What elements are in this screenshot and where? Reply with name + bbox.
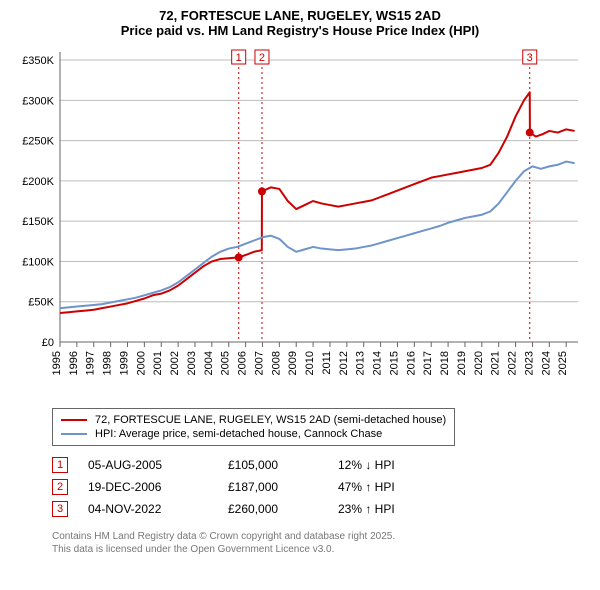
svg-text:2015: 2015 xyxy=(388,351,400,375)
svg-text:2022: 2022 xyxy=(507,351,519,375)
svg-text:£0: £0 xyxy=(42,337,54,349)
svg-text:1995: 1995 xyxy=(51,351,63,375)
event-number: 3 xyxy=(52,501,68,517)
svg-text:2002: 2002 xyxy=(169,351,181,375)
legend-swatch xyxy=(61,419,87,421)
legend-label: HPI: Average price, semi-detached house,… xyxy=(95,428,382,440)
svg-text:2018: 2018 xyxy=(439,351,451,375)
svg-text:2003: 2003 xyxy=(186,351,198,375)
event-row: 3 04-NOV-2022£260,00023% ↑ HPI xyxy=(52,498,588,520)
svg-text:2019: 2019 xyxy=(456,351,468,375)
legend-item: 72, FORTESCUE LANE, RUGELEY, WS15 2AD (s… xyxy=(61,413,446,427)
event-price: £187,000 xyxy=(228,480,338,494)
legend-label: 72, FORTESCUE LANE, RUGELEY, WS15 2AD (s… xyxy=(95,414,446,426)
svg-text:2020: 2020 xyxy=(473,351,485,375)
svg-text:2000: 2000 xyxy=(135,351,147,375)
title-line1: 72, FORTESCUE LANE, RUGELEY, WS15 2AD xyxy=(12,8,588,23)
svg-text:1: 1 xyxy=(236,52,242,64)
svg-text:£150K: £150K xyxy=(22,216,54,228)
svg-text:2005: 2005 xyxy=(220,351,232,375)
event-delta: 23% ↑ HPI xyxy=(338,502,395,516)
footer: Contains HM Land Registry data © Crown c… xyxy=(52,530,588,556)
chart: £0 £50K £100K £150K £200K £250K £300K £350K 1995… xyxy=(12,42,588,402)
svg-text:3: 3 xyxy=(527,52,533,64)
event-price: £260,000 xyxy=(228,502,338,516)
page: 72, FORTESCUE LANE, RUGELEY, WS15 2AD Pr… xyxy=(0,0,600,590)
svg-text:2021: 2021 xyxy=(490,351,502,375)
event-number: 2 xyxy=(52,479,68,495)
event-delta: 12% ↓ HPI xyxy=(338,458,395,472)
legend: 72, FORTESCUE LANE, RUGELEY, WS15 2AD (s… xyxy=(52,408,455,446)
event-row: 1 05-AUG-2005£105,00012% ↓ HPI xyxy=(52,454,588,476)
event-number: 1 xyxy=(52,457,68,473)
svg-text:2010: 2010 xyxy=(304,351,316,375)
svg-text:£300K: £300K xyxy=(22,95,54,107)
svg-text:2: 2 xyxy=(259,52,265,64)
svg-text:2012: 2012 xyxy=(338,351,350,375)
footer-line2: This data is licensed under the Open Gov… xyxy=(52,543,588,556)
event-price: £105,000 xyxy=(228,458,338,472)
svg-text:1999: 1999 xyxy=(118,351,130,375)
svg-text:£200K: £200K xyxy=(22,176,54,188)
svg-text:2008: 2008 xyxy=(270,351,282,375)
svg-text:£50K: £50K xyxy=(28,297,54,309)
events-table: 1 05-AUG-2005£105,00012% ↓ HPI 2 19-DEC-200… xyxy=(52,454,588,520)
svg-text:2001: 2001 xyxy=(152,351,164,375)
event-delta: 47% ↑ HPI xyxy=(338,480,395,494)
svg-text:2004: 2004 xyxy=(203,351,215,375)
svg-text:2025: 2025 xyxy=(557,351,569,375)
legend-swatch xyxy=(61,433,87,435)
svg-text:£350K: £350K xyxy=(22,55,54,67)
chart-svg: £0 £50K £100K £150K £200K £250K £300K £350K 1995… xyxy=(12,42,588,402)
svg-text:2007: 2007 xyxy=(253,351,265,375)
svg-text:1996: 1996 xyxy=(68,351,80,375)
svg-text:2023: 2023 xyxy=(523,351,535,375)
svg-text:£100K: £100K xyxy=(22,256,54,268)
event-date: 05-AUG-2005 xyxy=(88,458,228,472)
footer-line1: Contains HM Land Registry data © Crown c… xyxy=(52,530,588,543)
svg-text:1997: 1997 xyxy=(85,351,97,375)
title-line2: Price paid vs. HM Land Registry's House … xyxy=(12,23,588,38)
svg-text:2006: 2006 xyxy=(237,351,249,375)
svg-text:2011: 2011 xyxy=(321,351,333,375)
svg-text:2017: 2017 xyxy=(422,351,434,375)
svg-text:2013: 2013 xyxy=(355,351,367,375)
legend-item: HPI: Average price, semi-detached house,… xyxy=(61,427,446,441)
svg-text:£250K: £250K xyxy=(22,136,54,148)
event-date: 04-NOV-2022 xyxy=(88,502,228,516)
titles: 72, FORTESCUE LANE, RUGELEY, WS15 2AD Pr… xyxy=(12,8,588,38)
event-row: 2 19-DEC-2006£187,00047% ↑ HPI xyxy=(52,476,588,498)
svg-text:2009: 2009 xyxy=(287,351,299,375)
event-date: 19-DEC-2006 xyxy=(88,480,228,494)
svg-text:2014: 2014 xyxy=(372,351,384,375)
svg-text:2016: 2016 xyxy=(405,351,417,375)
svg-text:1998: 1998 xyxy=(102,351,114,375)
svg-text:2024: 2024 xyxy=(540,351,552,375)
